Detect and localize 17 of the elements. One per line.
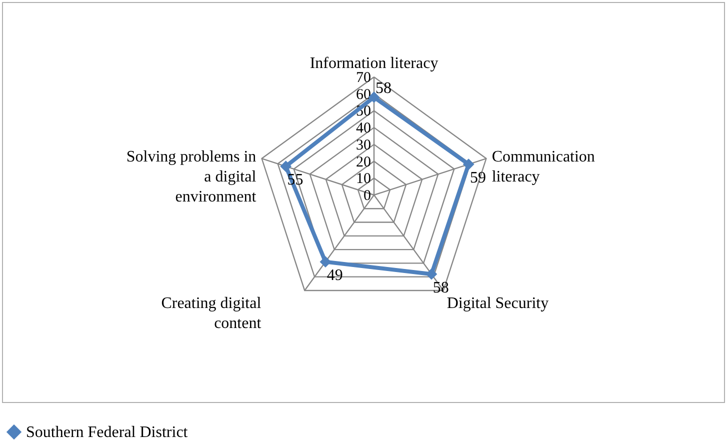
data-label: 49: [326, 267, 343, 284]
spoke-label: Digital Security: [446, 295, 549, 312]
y-tick-label: 40: [356, 120, 371, 137]
y-tick-label: 20: [356, 154, 371, 170]
y-tick-label: 70: [356, 70, 371, 86]
spoke-label: Solving problems in a digital environment: [126, 148, 257, 206]
y-tick-label: 0: [364, 188, 371, 204]
data-label: 59: [470, 169, 486, 186]
y-tick-label: 60: [356, 86, 371, 103]
y-tick-label: 30: [356, 137, 371, 154]
spoke-label: Communication literacy: [492, 148, 595, 186]
legend-label: Southern Federal District: [26, 424, 188, 441]
spoke-label: Information literacy: [310, 55, 438, 72]
data-label: 58: [375, 80, 392, 97]
spoke-label: Creating digital content: [161, 295, 262, 332]
data-label: 58: [432, 279, 449, 296]
y-tick-label: 10: [356, 171, 371, 188]
